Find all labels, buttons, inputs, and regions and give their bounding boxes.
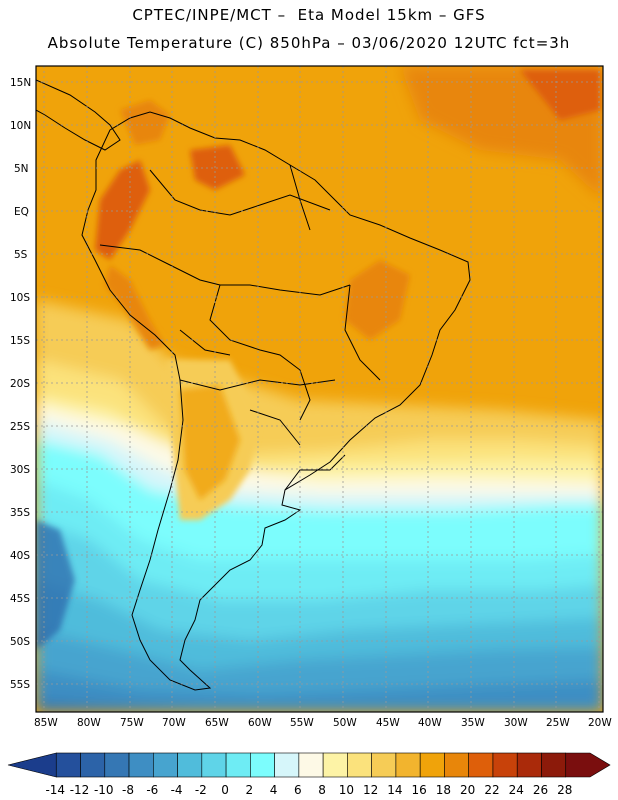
colorbar-swatch — [468, 752, 494, 778]
colorbar-swatch — [80, 752, 106, 778]
colorbar-tick-label: 24 — [509, 783, 524, 797]
colorbar-tick-label: -12 — [70, 783, 90, 797]
colorbar-swatch — [298, 752, 324, 778]
colorbar-tick-label: 18 — [436, 783, 451, 797]
map-frame — [35, 65, 604, 713]
coastlines — [36, 79, 471, 691]
colorbar-swatch — [347, 752, 372, 778]
colorbar-tick-label: -2 — [195, 783, 207, 797]
colorbar-swatch — [492, 752, 518, 778]
colorbar-swatch — [55, 752, 81, 778]
colorbar-tick-label: 26 — [533, 783, 548, 797]
colorbar-swatch — [444, 752, 469, 778]
lat-label: 10N — [10, 120, 31, 132]
lat-label: 5N — [14, 163, 29, 175]
lon-label: 55W — [290, 717, 314, 729]
lon-label: 45W — [376, 717, 400, 729]
colorbar-tick-label: 10 — [339, 783, 354, 797]
lat-label: 15S — [10, 335, 30, 347]
lon-label: 80W — [77, 717, 101, 729]
colorbar-tick-label: 22 — [484, 783, 499, 797]
colorbar-swatch — [516, 752, 542, 778]
lat-label: 30S — [10, 464, 30, 476]
colorbar-tick-label: -6 — [146, 783, 158, 797]
colorbar-tick-label: 4 — [270, 783, 278, 797]
lon-label: 85W — [34, 717, 58, 729]
colorbar-tick-label: 14 — [387, 783, 402, 797]
colorbar-swatch — [250, 752, 275, 778]
lon-label: 35W — [461, 717, 485, 729]
lon-label: 60W — [248, 717, 272, 729]
longitude-labels: 85W 80W 75W 70W 65W 60W 55W 50W 45W 40W … — [34, 717, 612, 729]
lon-label: 30W — [504, 717, 528, 729]
colorbar-tick-label: 8 — [318, 783, 326, 797]
lon-label: 50W — [333, 717, 357, 729]
colorbar-swatch — [541, 752, 567, 778]
lat-label: 25S — [10, 421, 30, 433]
colorbar-swatch — [225, 752, 251, 778]
lat-label: 20S — [10, 378, 30, 390]
colorbar-tick-label: 16 — [412, 783, 427, 797]
lon-label: 20W — [588, 717, 612, 729]
colorbar-tick-label: 6 — [294, 783, 302, 797]
lat-label: 40S — [10, 550, 30, 562]
colorbar-tick-label: 12 — [363, 783, 378, 797]
colorbar-tick-label: -8 — [122, 783, 134, 797]
colorbar-swatch — [153, 752, 178, 778]
temperature-field — [36, 66, 603, 712]
colorbar-swatch — [371, 752, 397, 778]
lon-label: 40W — [418, 717, 442, 729]
colorbar-swatch — [565, 752, 611, 778]
lat-label: 10S — [10, 292, 30, 304]
lat-label: 5S — [14, 249, 28, 261]
lon-label: 65W — [205, 717, 229, 729]
colorbar-swatch — [128, 752, 154, 778]
title-line-2: Absolute Temperature (C) 850hPa – 03/06/… — [47, 34, 571, 52]
lon-label: 70W — [162, 717, 186, 729]
latitude-labels: 15N 10N 5N EQ 5S 10S 15S 20S 25S 30S 35S… — [10, 77, 31, 691]
colorbar-tick-label: -4 — [171, 783, 183, 797]
lat-label: 15N — [10, 77, 31, 89]
lat-label: 50S — [10, 636, 30, 648]
colorbar-swatch — [104, 752, 130, 778]
colorbar-tick-label: 20 — [460, 783, 475, 797]
lon-label: 25W — [546, 717, 570, 729]
lat-label: 55S — [10, 679, 30, 691]
colorbar-swatch — [177, 752, 203, 778]
colorbar-swatch — [7, 752, 57, 778]
colorbar-swatch — [201, 752, 227, 778]
colorbar-tick-label: -10 — [94, 783, 114, 797]
colorbar: -14 -12 -10 -8 -6 -4 -2 0 2 4 6 8 10 12 14 16 18 20 22 24 26… — [7, 752, 611, 797]
lon-label: 75W — [120, 717, 144, 729]
lat-label: 45S — [10, 593, 30, 605]
colorbar-tick-label: 0 — [221, 783, 229, 797]
lat-label: EQ — [14, 206, 29, 218]
colorbar-swatch — [274, 752, 300, 778]
colorbar-swatch — [419, 752, 445, 778]
title-line-1: CPTEC/INPE/MCT – Eta Model 15km – GFS — [132, 6, 486, 24]
colorbar-tick-label: 2 — [246, 783, 254, 797]
colorbar-swatch — [322, 752, 348, 778]
colorbar-tick-label: 28 — [557, 783, 572, 797]
lat-label: 35S — [10, 507, 30, 519]
colorbar-swatch — [395, 752, 421, 778]
colorbar-tick-label: -14 — [45, 783, 65, 797]
